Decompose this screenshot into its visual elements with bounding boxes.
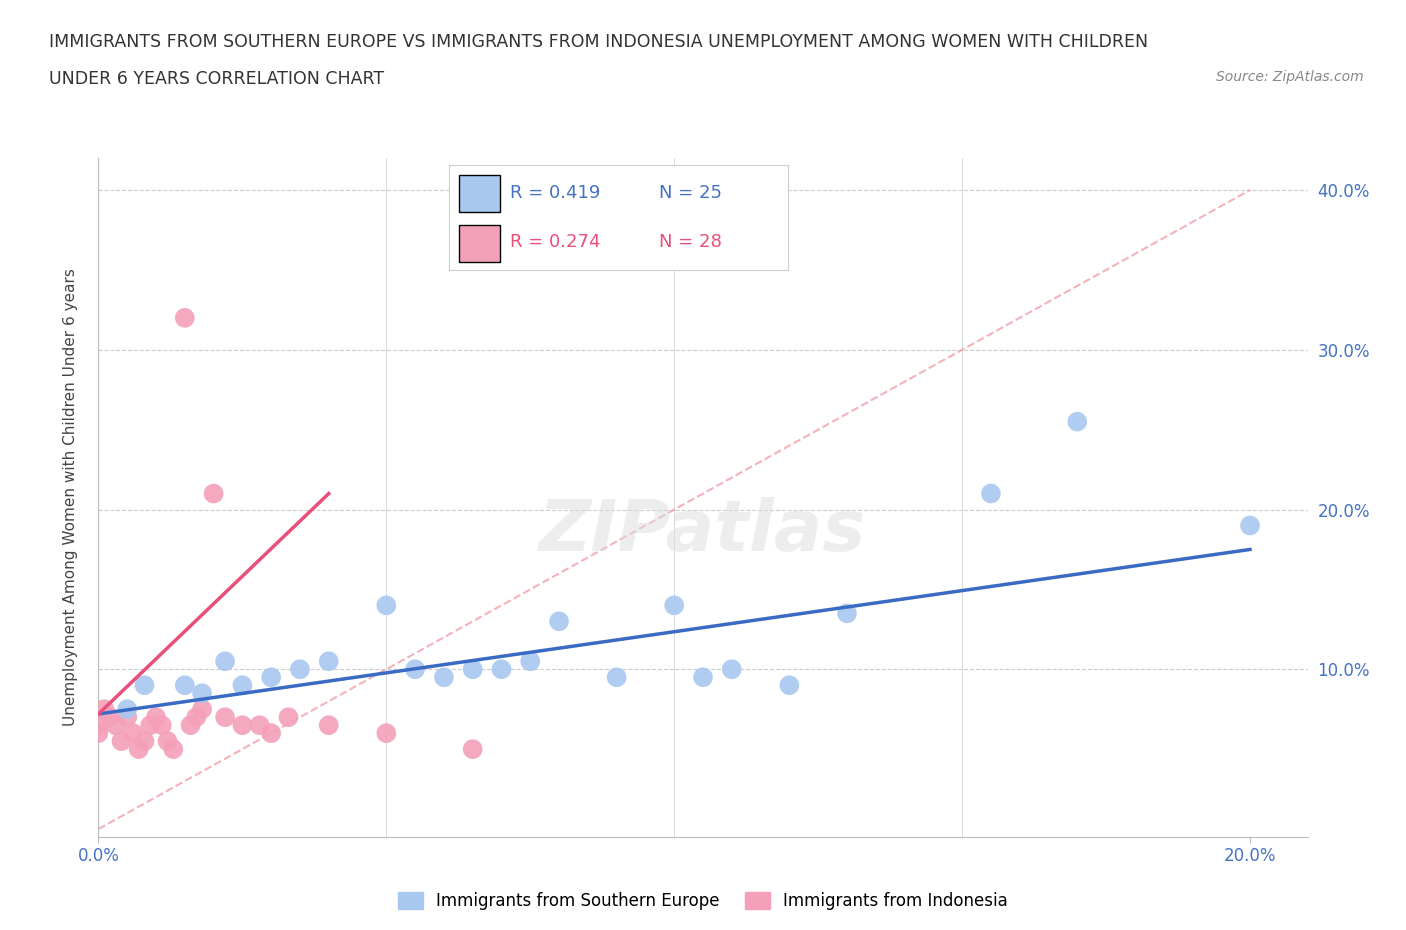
Point xyxy=(93,702,115,717)
Point xyxy=(214,710,236,724)
Point xyxy=(231,678,253,693)
Point xyxy=(375,598,398,613)
Point xyxy=(180,718,202,733)
Point xyxy=(664,598,686,613)
Point xyxy=(214,654,236,669)
Text: UNDER 6 YEARS CORRELATION CHART: UNDER 6 YEARS CORRELATION CHART xyxy=(49,70,384,87)
Point xyxy=(122,725,145,740)
Point xyxy=(980,486,1002,501)
Text: ZIPatlas: ZIPatlas xyxy=(540,497,866,566)
Point xyxy=(104,718,127,733)
Text: IMMIGRANTS FROM SOUTHERN EUROPE VS IMMIGRANTS FROM INDONESIA UNEMPLOYMENT AMONG : IMMIGRANTS FROM SOUTHERN EUROPE VS IMMIG… xyxy=(49,33,1149,50)
Point xyxy=(519,654,541,669)
Point xyxy=(191,685,214,700)
Point xyxy=(134,678,156,693)
Point xyxy=(491,662,513,677)
Point xyxy=(150,718,173,733)
Point xyxy=(548,614,571,629)
Point xyxy=(606,670,628,684)
Point xyxy=(720,662,742,677)
Point xyxy=(202,486,225,501)
Point xyxy=(318,654,340,669)
Point xyxy=(156,734,179,749)
Point xyxy=(1066,414,1088,429)
Point xyxy=(128,742,150,757)
Point xyxy=(277,710,299,724)
Point xyxy=(134,734,156,749)
Point xyxy=(110,734,132,749)
Point xyxy=(461,662,484,677)
Point xyxy=(115,702,138,717)
Point xyxy=(87,725,110,740)
Point xyxy=(87,718,110,733)
Point xyxy=(433,670,456,684)
Point xyxy=(115,710,138,724)
Point xyxy=(1239,518,1261,533)
Point xyxy=(461,742,484,757)
Point xyxy=(162,742,184,757)
Point xyxy=(231,718,253,733)
Point xyxy=(139,718,162,733)
Point xyxy=(191,702,214,717)
Point xyxy=(692,670,714,684)
Y-axis label: Unemployment Among Women with Children Under 6 years: Unemployment Among Women with Children U… xyxy=(63,269,77,726)
Point xyxy=(173,678,195,693)
Point xyxy=(835,606,858,621)
Point xyxy=(288,662,311,677)
Point xyxy=(318,718,340,733)
Point xyxy=(145,710,167,724)
Point xyxy=(186,710,208,724)
Point xyxy=(778,678,800,693)
Point xyxy=(375,725,398,740)
Point xyxy=(260,725,283,740)
Point xyxy=(173,311,195,325)
Point xyxy=(260,670,283,684)
Point xyxy=(98,710,121,724)
Legend: Immigrants from Southern Europe, Immigrants from Indonesia: Immigrants from Southern Europe, Immigra… xyxy=(391,885,1015,917)
Point xyxy=(249,718,271,733)
Point xyxy=(404,662,426,677)
Text: Source: ZipAtlas.com: Source: ZipAtlas.com xyxy=(1216,70,1364,84)
